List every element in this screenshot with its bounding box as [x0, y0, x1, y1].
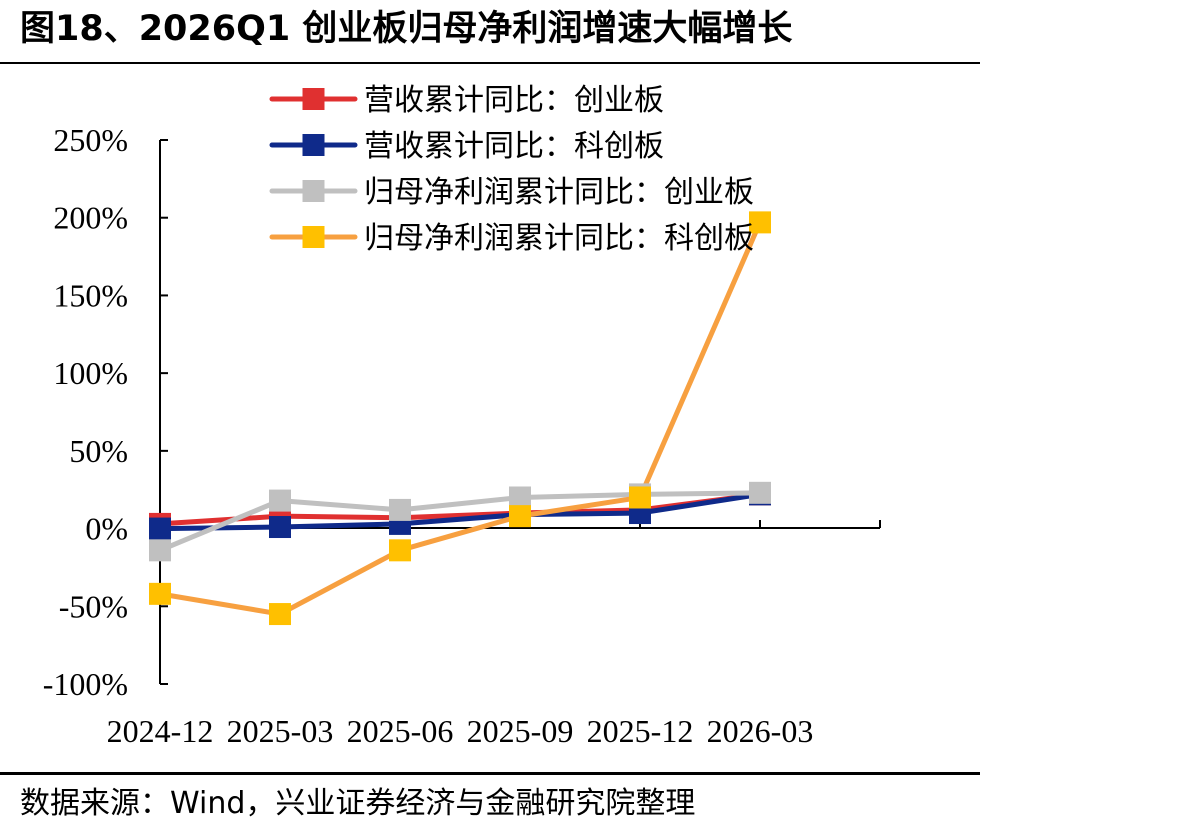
series-4-point: [629, 486, 651, 509]
x-tick-label: 2025-06: [347, 713, 454, 749]
series-3-point: [509, 486, 531, 509]
series-lines: [157, 219, 763, 617]
series-line-1: [157, 491, 763, 527]
chart-axes: -100% -50% 0% 50% 100% 150% 200% 250% 2024-12 202…: [43, 122, 881, 749]
series-markers: [149, 211, 771, 626]
y-tick-label: 0%: [85, 511, 128, 547]
series-2-point: [149, 517, 171, 540]
series-4-point: [269, 603, 291, 626]
x-tick-label: 2025-03: [227, 713, 334, 749]
title-divider: [0, 62, 980, 64]
legend-marker: [302, 88, 325, 110]
legend-label: 营收累计同比：创业板: [364, 83, 664, 118]
series-3-point: [389, 498, 411, 521]
y-tick-label: 50%: [69, 433, 128, 469]
x-tick-label: 2026-03: [707, 713, 814, 749]
y-tick-label: 250%: [53, 122, 128, 158]
x-tick-label: 2024-12: [107, 713, 214, 749]
series-4-point: [389, 539, 411, 562]
legend-marker: [302, 226, 325, 248]
legend-marker: [302, 134, 325, 156]
x-tick-label: 2025-12: [587, 713, 694, 749]
series-3-point: [149, 539, 171, 562]
series-4-point: [749, 211, 771, 234]
y-tick-label: -100%: [43, 666, 128, 702]
series-3-point: [269, 489, 291, 512]
y-tick-label: 100%: [53, 355, 128, 391]
series-line-2: [157, 491, 763, 532]
series-3-point: [749, 481, 771, 504]
legend-marker: [302, 180, 325, 202]
y-tick-label: 150%: [53, 277, 128, 313]
y-tick-label: 200%: [53, 200, 128, 236]
legend-label: 归母净利润累计同比：科创板: [364, 221, 754, 256]
chart-title: 图18、2026Q1 创业板归母净利润增速大幅增长: [20, 9, 793, 49]
source-divider: [0, 772, 980, 775]
y-tick-label: -50%: [59, 588, 128, 624]
series-line-4: [157, 219, 763, 617]
series-line-3: [157, 490, 763, 553]
source-note: 数据来源：Wind，兴业证券经济与金融研究院整理: [20, 786, 696, 821]
legend-label: 营收累计同比：科创板: [364, 129, 664, 164]
series-4-point: [509, 505, 531, 528]
legend-label: 归母净利润累计同比：创业板: [364, 175, 754, 210]
series-2-point: [269, 516, 291, 539]
x-tick-label: 2025-09: [467, 713, 574, 749]
chart-legend: 营收累计同比：创业板营收累计同比：科创板归母净利润累计同比：创业板归母净利润累计…: [269, 83, 754, 256]
series-4-point: [149, 582, 171, 605]
